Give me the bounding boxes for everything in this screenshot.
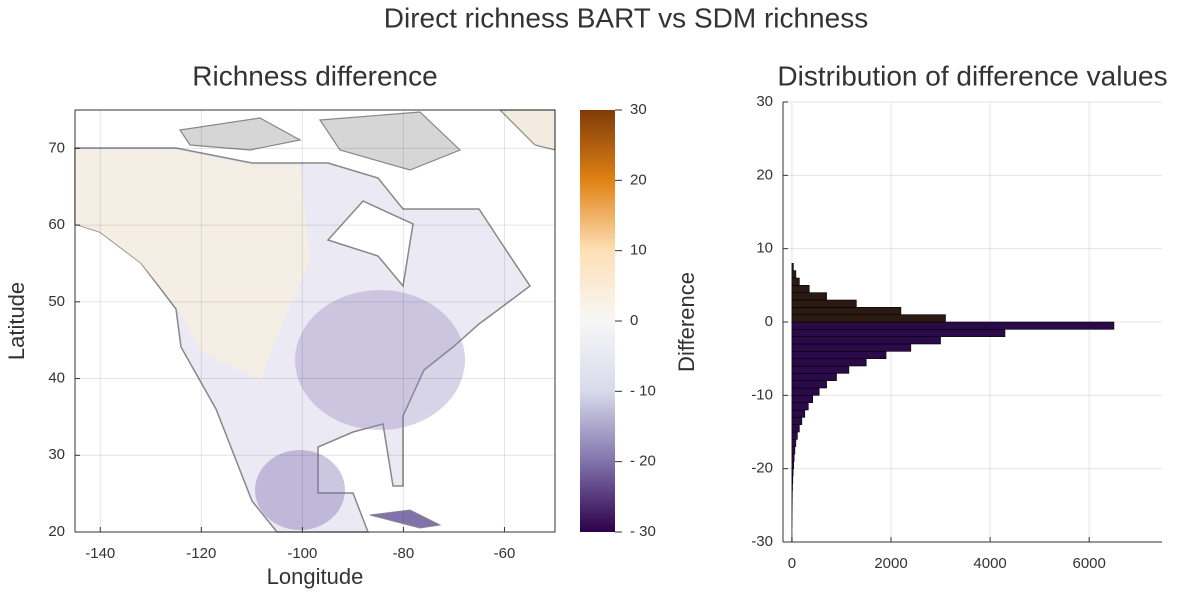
y-tick-label: 20 bbox=[756, 166, 773, 183]
y-tick-label: -30 bbox=[751, 533, 773, 550]
cuba bbox=[369, 509, 442, 529]
bar bbox=[791, 424, 800, 433]
x-tick-label: 4000 bbox=[973, 555, 1006, 572]
y-tick-label: 10 bbox=[756, 240, 773, 257]
bar bbox=[791, 351, 887, 359]
hudson-bay bbox=[326, 200, 414, 288]
bar bbox=[791, 461, 794, 469]
arctic-islands bbox=[178, 117, 302, 151]
colorbar-tick-label: - 20 bbox=[630, 453, 656, 470]
bar bbox=[791, 402, 809, 411]
bar bbox=[791, 314, 946, 323]
y-tick-label: 40 bbox=[48, 370, 65, 387]
x-tick-label: -140 bbox=[85, 545, 115, 562]
bar bbox=[791, 329, 1006, 337]
y-tick-label: 30 bbox=[756, 93, 773, 110]
x-tick-label: -120 bbox=[186, 545, 216, 562]
x-tick-label: 2000 bbox=[874, 555, 907, 572]
bar bbox=[791, 365, 850, 374]
chart-title: Distribution of difference values bbox=[777, 60, 1167, 91]
colorbar-tick-label: - 10 bbox=[630, 382, 656, 399]
bar bbox=[791, 380, 827, 389]
bar bbox=[791, 285, 810, 293]
bar bbox=[791, 277, 800, 286]
colorbar-tick-label: 10 bbox=[630, 242, 647, 259]
bar bbox=[791, 373, 837, 381]
bar bbox=[791, 446, 796, 455]
colorbar-tick-label: - 30 bbox=[630, 523, 656, 540]
bar bbox=[791, 292, 827, 301]
y-tick-label: -20 bbox=[751, 460, 773, 477]
bar bbox=[791, 387, 820, 396]
east-region bbox=[295, 290, 465, 430]
bar bbox=[791, 299, 857, 308]
plot-frame bbox=[74, 109, 556, 533]
bar bbox=[791, 483, 793, 491]
bar bbox=[791, 409, 806, 418]
x-axis-label: Longitude bbox=[267, 564, 364, 589]
bar bbox=[791, 395, 814, 403]
colorbar-label: Difference bbox=[674, 272, 699, 372]
colorbar bbox=[580, 110, 615, 532]
map-layer bbox=[74, 109, 556, 533]
colorbar-tick-label: 0 bbox=[630, 312, 638, 329]
bar bbox=[791, 475, 794, 484]
bar bbox=[791, 307, 902, 315]
y-tick-label: 50 bbox=[48, 293, 65, 310]
colorbar-tick-label: 30 bbox=[630, 101, 647, 118]
bar bbox=[791, 321, 1115, 330]
bar bbox=[791, 270, 797, 279]
y-tick-label: 0 bbox=[765, 313, 773, 330]
arctic-islands bbox=[318, 111, 462, 171]
y-tick-label: 60 bbox=[48, 216, 65, 233]
north-region bbox=[75, 150, 310, 380]
bar bbox=[791, 417, 803, 425]
south-region bbox=[255, 450, 345, 530]
bar bbox=[791, 431, 798, 440]
bar bbox=[791, 358, 867, 367]
colorbar-tick-label: 20 bbox=[630, 171, 647, 188]
y-tick-label: 20 bbox=[48, 523, 65, 540]
bar bbox=[791, 336, 941, 345]
x-tick-label: 0 bbox=[788, 555, 796, 572]
x-tick-label: -80 bbox=[393, 545, 415, 562]
chart-title: Richness difference bbox=[192, 60, 437, 91]
x-tick-label: -60 bbox=[494, 545, 516, 562]
y-axis-label: Latitude bbox=[4, 282, 29, 360]
bar bbox=[791, 439, 797, 447]
bar bbox=[791, 468, 794, 477]
y-tick-label: 70 bbox=[48, 139, 65, 156]
bar bbox=[791, 453, 795, 462]
y-tick-label: -10 bbox=[751, 386, 773, 403]
figure-title: Direct richness BART vs SDM richness bbox=[384, 2, 868, 33]
x-tick-label: -100 bbox=[287, 545, 317, 562]
x-tick-label: 6000 bbox=[1072, 555, 1105, 572]
bar bbox=[791, 263, 794, 271]
bar bbox=[791, 343, 912, 352]
y-tick-label: 30 bbox=[48, 446, 65, 463]
